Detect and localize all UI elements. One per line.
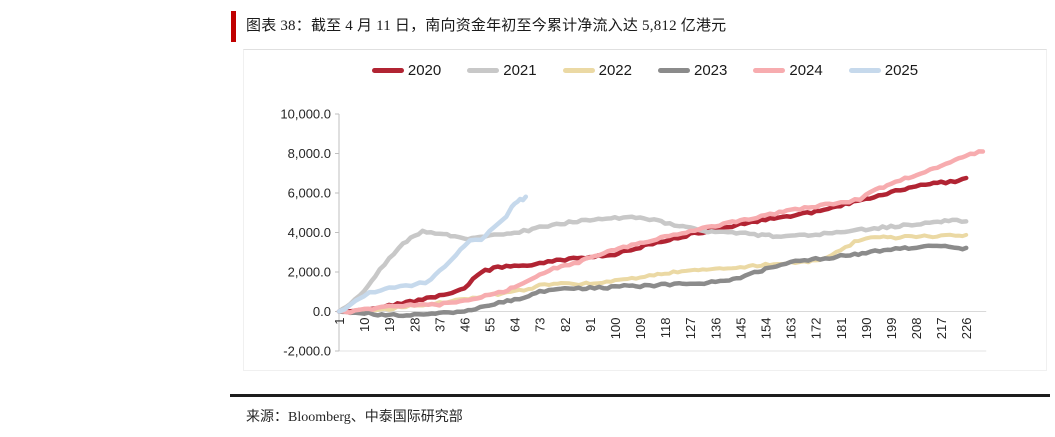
legend-label: 2020 [407, 62, 442, 79]
x-tick-label: 100 [608, 318, 623, 340]
legend-swatch [562, 68, 595, 73]
y-tick-label: 6,000.0 [288, 186, 331, 201]
x-tick-label: 55 [483, 318, 498, 332]
x-tick-label: 217 [934, 318, 949, 340]
legend-item-2022: 2022 [562, 62, 632, 79]
legend-item-2021: 2021 [467, 62, 537, 79]
x-tick-label: 82 [558, 318, 573, 332]
x-tick-label: 163 [784, 318, 799, 340]
legend-label: 2023 [694, 62, 728, 79]
chart-card: 2020 2021 2022 2023 2024 2025 10,000.0 8,000.0… [243, 49, 1047, 371]
x-tick-label: 109 [633, 318, 648, 340]
x-tick-label: 190 [859, 318, 874, 340]
x-tick-label: 226 [959, 318, 974, 340]
series-line-2020 [336, 175, 969, 315]
x-tick-label: 64 [508, 318, 523, 332]
x-tick-label: 118 [658, 318, 673, 339]
x-tick-label: 172 [809, 318, 824, 340]
chart-legend: 2020 2021 2022 2023 2024 2025 [244, 63, 1046, 78]
y-tick-label: -2,000.0 [283, 344, 331, 359]
figure-caption-row: 图表 38：截至 4 月 11 日，南向资金年初至今累计净流入达 5,812 亿… [231, 11, 726, 42]
x-tick-label: 37 [432, 318, 447, 332]
x-tick-label: 208 [909, 318, 924, 340]
y-tick-label: 2,000.0 [288, 265, 331, 280]
figure-caption: 图表 38：截至 4 月 11 日，南向资金年初至今累计净流入达 5,812 亿… [246, 18, 727, 34]
y-tick-label: 10,000.0 [280, 107, 331, 122]
y-tick-label: 4,000.0 [288, 225, 331, 240]
legend-label: 2025 [884, 62, 919, 79]
x-tick-label: 136 [708, 318, 723, 340]
series-line-2024 [336, 149, 986, 315]
x-tick-label: 28 [407, 318, 422, 332]
legend-item-2023: 2023 [658, 63, 727, 78]
x-tick-label: 91 [583, 318, 598, 332]
legend-swatch [753, 68, 786, 73]
legend-swatch [371, 68, 404, 73]
legend-label: 2021 [503, 62, 537, 79]
series-line-2025 [336, 194, 529, 314]
line-chart: 10,000.0 8,000.0 6,000.0 4,000.0 2,000.0 0.0 -… [280, 107, 987, 359]
x-tick-label: 145 [733, 318, 748, 340]
x-tick-label: 73 [533, 318, 548, 332]
legend-item-2024: 2024 [753, 62, 823, 79]
x-axis-labels: 1 10 19 28 37 46 55 64 73 82 91 100 109 118 127 136 145 1… [332, 318, 974, 340]
x-tick-label: 1 [332, 318, 347, 325]
x-tick-label: 199 [884, 318, 899, 340]
y-tick-label: 8,000.0 [288, 146, 331, 161]
x-tick-label: 154 [759, 318, 774, 340]
legend-item-2025: 2025 [848, 62, 919, 79]
x-tick-label: 19 [382, 318, 397, 332]
caption-accent-bar [231, 11, 236, 42]
x-tick-label: 181 [834, 318, 849, 340]
legend-swatch [848, 68, 881, 73]
legend-swatch [467, 68, 500, 73]
series-line-2021 [336, 214, 969, 314]
legend-item-2020: 2020 [371, 62, 442, 79]
y-tick-label: 0.0 [313, 304, 331, 319]
divider-rule [230, 394, 1050, 397]
source-line: 来源：Bloomberg、中泰国际研究部 [246, 410, 463, 425]
x-tick-label: 10 [357, 318, 372, 332]
legend-label: 2022 [598, 62, 632, 79]
x-tick-label: 127 [683, 318, 698, 340]
series-line-2023 [336, 243, 969, 319]
legend-swatch [658, 68, 690, 73]
x-tick-label: 46 [457, 318, 472, 332]
y-axis-labels: 10,000.0 8,000.0 6,000.0 4,000.0 2,000.0 0.0 -… [280, 107, 339, 359]
legend-label: 2024 [789, 62, 823, 79]
